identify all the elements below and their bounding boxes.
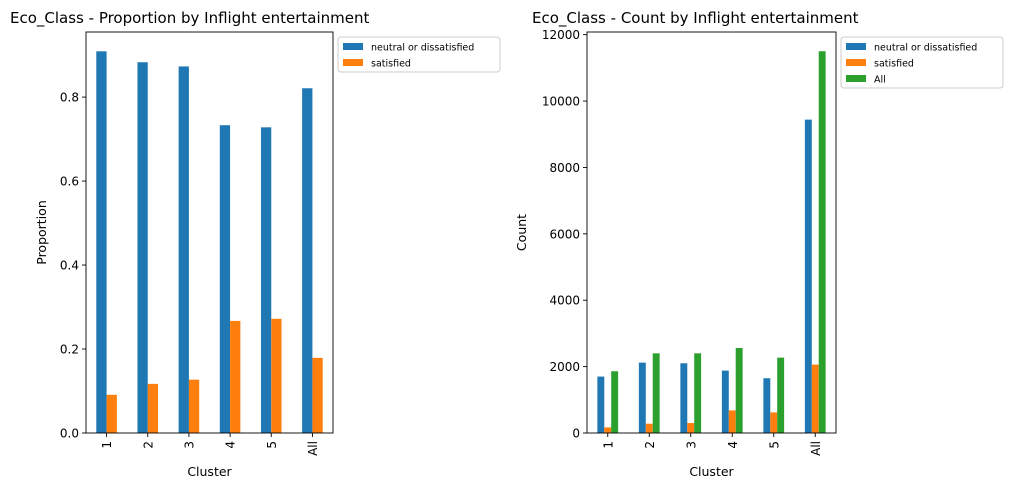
legend-swatch [846,43,866,50]
x-tick-label: 5 [265,441,279,449]
y-tick-label: 0.4 [60,259,79,273]
bar-satisfied-2 [147,383,159,433]
y-tick-label: 4000 [549,294,580,308]
legend-label: satisfied [371,59,411,70]
bar-satisfied-4 [728,410,736,433]
x-tick-label: 2 [643,441,657,449]
bar-neutral-or-dissatisfied-1 [96,51,107,433]
x-tick-label: 2 [141,441,155,449]
x-tick-label: 5 [767,441,781,449]
bar-neutral-or-dissatisfied-5 [260,127,272,434]
legend-swatch [846,75,866,82]
bar-satisfied-4 [230,320,241,433]
bar-neutral-or-dissatisfied-2 [638,362,646,433]
legend-swatch [343,43,363,50]
x-axis-label: Cluster [689,464,734,479]
bar-satisfied-1 [604,427,612,433]
bar-neutral-or-dissatisfied-4 [219,125,231,434]
bar-neutral-or-dissatisfied-2 [137,62,148,434]
legend: neutral or dissatisfied satisfied [337,36,501,73]
bar-satisfied-2 [645,423,653,433]
y-tick-label: 0.2 [60,343,79,357]
bar-All-1 [611,371,619,433]
legend-label: All [874,75,886,86]
bar-satisfied-3 [188,379,200,433]
plot-frame [85,31,334,434]
legend-box [840,36,1004,89]
bar-neutral-or-dissatisfied-All [302,88,313,434]
y-tick-label: 0 [572,427,580,441]
y-tick-label: 2000 [549,360,580,374]
y-tick-label: 12000 [542,28,580,42]
bar-neutral-or-dissatisfied-5 [763,378,771,433]
y-axis-label: Proportion [34,200,49,265]
bar-satisfied-5 [271,318,282,433]
bar-All-2 [652,353,660,433]
bar-satisfied-1 [106,394,117,433]
bar-All-3 [694,353,702,433]
y-tick-label: 0.6 [60,175,79,189]
x-tick-label: 4 [726,441,740,449]
bar-satisfied-5 [770,412,778,433]
bar-neutral-or-dissatisfied-3 [178,66,189,434]
x-tick-label: 1 [100,441,114,449]
legend-label: neutral or dissatisfied [874,43,977,54]
legend-swatch [846,59,866,66]
y-tick-label: 0.8 [60,91,79,105]
x-axis-label: Cluster [187,464,232,479]
y-tick-label: 6000 [549,227,580,241]
legend-label: satisfied [874,59,914,70]
bar-neutral-or-dissatisfied-All [804,119,812,433]
x-tick-label: 3 [182,441,196,449]
y-tick-label: 8000 [549,161,580,175]
x-tick-label: 3 [684,441,698,449]
legend-box [337,36,501,73]
chart-title: Eco_Class - Proportion by Inflight enter… [10,9,369,28]
bar-neutral-or-dissatisfied-1 [597,376,605,433]
plot-frame [586,31,837,434]
x-tick-label: 4 [224,441,238,449]
bar-All-4 [735,348,743,433]
legend-label: neutral or dissatisfied [371,43,474,54]
bar-All-All [818,51,826,434]
bar-satisfied-All [312,357,323,433]
chart-1: 0.0 0.2 0.4 0.6 0.8 1 2 3 4 5 All Eco_Class - Propo… [10,9,501,479]
bar-All-5 [777,357,785,433]
bar-satisfied-All [811,364,819,433]
y-axis-label: Count [514,214,529,251]
y-tick-label: 0.0 [60,427,79,441]
legend: neutral or dissatisfied satisfied All [840,36,1004,89]
y-tick-label: 10000 [542,95,580,109]
bar-neutral-or-dissatisfied-4 [721,370,729,433]
x-tick-label: All [809,441,823,456]
chart-title: Eco_Class - Count by Inflight entertainm… [532,9,859,28]
bar-neutral-or-dissatisfied-3 [680,363,688,433]
bar-satisfied-3 [687,423,695,433]
legend-swatch [343,59,363,66]
x-tick-label: All [306,441,320,456]
chart-2: 0 2000 4000 6000 8000 10000 12000 1 2 3 4 5 All Eco_C… [514,9,1004,479]
x-tick-label: 1 [601,441,615,449]
